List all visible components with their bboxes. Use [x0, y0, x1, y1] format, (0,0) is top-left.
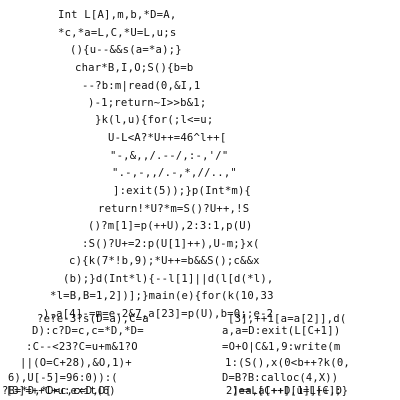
code-line-left: ||(O=C+28),&O,1)+	[20, 357, 132, 369]
code-line: char*B,I,O;S(){b=b	[75, 62, 194, 74]
code-line: U-L<A?*U++=46^l++[	[108, 132, 227, 144]
code-line-left: 6),U[-5]=96:0)):(	[8, 372, 118, 384]
code-line-right: 1:(S(),x(0<b++?k(0,	[225, 357, 350, 369]
code-line-right: D=B?B:calloc(4,X))	[222, 372, 339, 384]
code-line-right: a,a=D:exit(L[C+1])	[222, 325, 341, 337]
code-line: ()?m[1]=p(++U),2:3:1,p(U)	[88, 220, 253, 232]
code-line: *c,*a=L,C,*U=L,u;s	[58, 27, 177, 39]
code-line-right: =O+O|C&1,9:write(m	[222, 341, 341, 353]
code-line: (){u--&&s(a=*a);}	[70, 44, 182, 56]
code-line-right: )e=L[C++],u=L[C];}	[232, 385, 349, 397]
code-line: ]:exit(5));}p(Int*m){	[113, 185, 252, 197]
code-line-right: [3],++1[a=a[2]],d(	[228, 313, 347, 325]
code-line-left: [3]=++C+u:exit(6)	[6, 385, 116, 397]
code-line: --?b:m|read(0,&I,1	[82, 80, 201, 92]
code-line: Int L[A],m,b,*D=A,	[58, 9, 177, 21]
code-line: c){k(7*!b,9);*U++=b&&S();c&&x	[69, 255, 260, 267]
code-line-left: ?e?e-3?s(D=a),C=a	[37, 313, 149, 325]
code-line: "-,&,,/.--/,:-,'/"	[110, 150, 229, 162]
code-line-left: :C--<23?C=u+m&1?O	[26, 341, 138, 353]
code-line-left: ?B=*D,*D=c,c=D,D[	[2, 385, 112, 397]
code-line: )-1;return~I>>b&1;	[88, 97, 207, 109]
code-line: *l=B,B=1,2])];}main(e){for(k(10,33	[50, 290, 274, 302]
code-line: ),a[4]-=m=e-2&7,a[23]=p(U),b=0;;e-2	[43, 308, 274, 320]
code-line-right: 2]=a,a[++D[1]]++,D	[226, 385, 343, 397]
code-line: return!*U?*m=S()?U++,!S	[98, 203, 250, 215]
code-line: (b);}d(Int*l){--l[1]||d(l[d(*l),	[63, 273, 274, 285]
code-line-left: D):c?D=c,c=*D,*D=	[32, 325, 144, 337]
code-line: }k(l,u){for(;l<=u;	[95, 114, 214, 126]
code-line: ".-,-,,/.-,*,//..,"	[112, 167, 237, 179]
code-line: :S()?U+=2:p(U[1]++),U-m;}x(	[82, 238, 260, 250]
